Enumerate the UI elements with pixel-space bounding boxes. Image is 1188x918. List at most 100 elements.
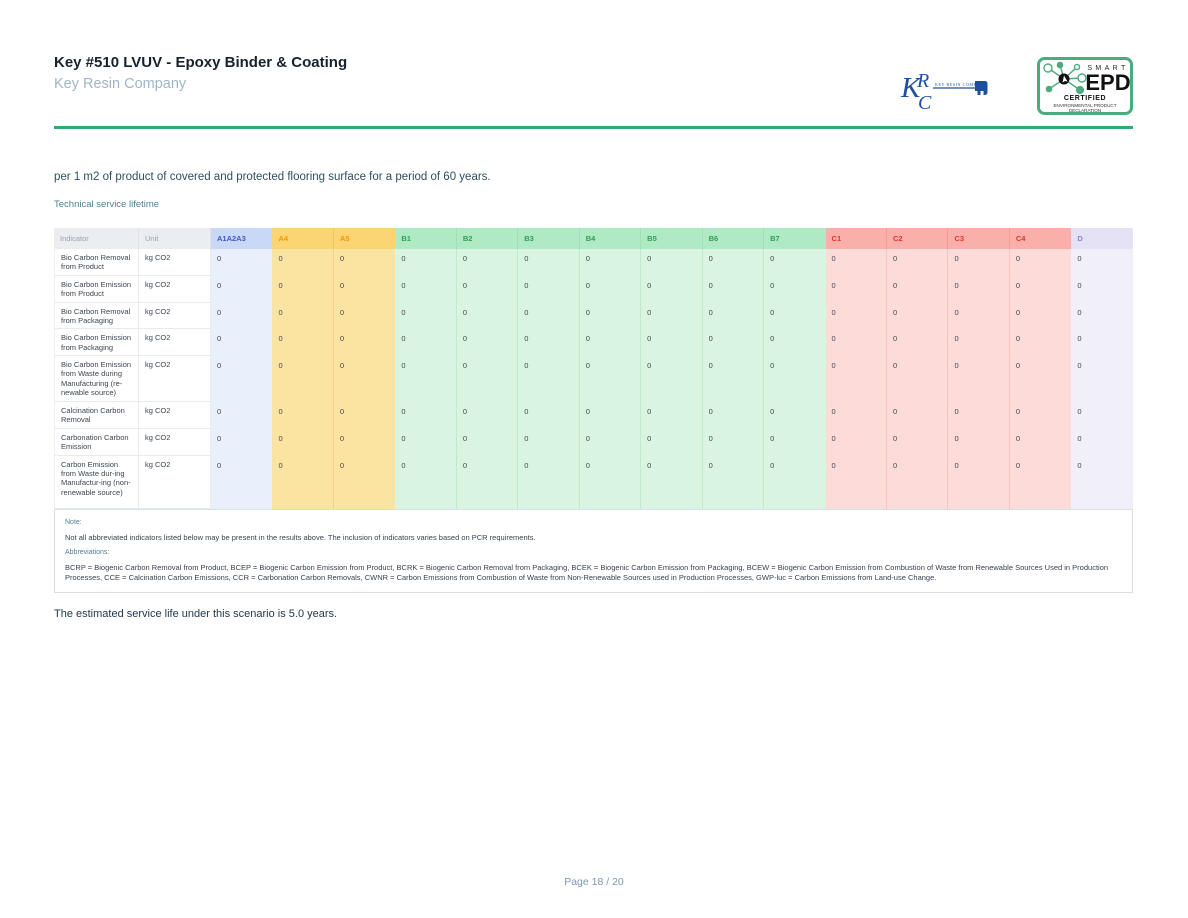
smart-epd-certified-icon: SMART EPD CERTIFIED ENVIRONMENTAL PRODUC…	[1037, 57, 1133, 115]
column-header-indicator: Indicator	[54, 228, 139, 249]
value-cell-b7: 0	[764, 249, 826, 276]
value-cell-c2: 0	[886, 402, 949, 429]
krc-monogram-r: R	[916, 70, 929, 92]
column-header-b4: B4	[579, 228, 642, 249]
value-cell-b1: 0	[395, 329, 457, 356]
value-cell-b6: 0	[702, 249, 765, 276]
value-cell-a5: 0	[333, 428, 396, 456]
value-cell-a4: 0	[272, 275, 334, 303]
value-cell-b6: 0	[702, 455, 765, 509]
column-header-c2: C2	[886, 228, 949, 249]
value-cell-b3: 0	[518, 455, 580, 509]
note-label: Note:	[65, 518, 82, 526]
value-cell-b4: 0	[579, 249, 642, 276]
column-header-a4: A4	[272, 228, 334, 249]
value-cell-b6: 0	[702, 329, 765, 356]
value-cell-b2: 0	[456, 249, 519, 276]
value-cell-a1a2a3: 0	[211, 428, 273, 456]
value-cell-b4: 0	[579, 402, 642, 429]
value-cell-a1a2a3: 0	[211, 455, 273, 509]
value-cell-b5: 0	[641, 302, 703, 330]
functional-unit-text: per 1 m2 of product of covered and prote…	[54, 171, 491, 183]
company-name: Key Resin Company	[54, 76, 187, 92]
value-cell-c1: 0	[825, 302, 887, 330]
results-table: Indicator Unit A1A2A3 A4 A5 B1 B2 B3 B4 B5 B6 B7 C1 C…	[54, 228, 1133, 509]
indicator-cell: Bio Carbon Emission from Packaging	[54, 329, 139, 356]
table-row: Bio Carbon Removal from Product kg CO2 0 0 0…	[54, 249, 1133, 276]
unit-cell: kg CO2	[139, 455, 211, 509]
value-cell-b6: 0	[702, 428, 765, 456]
section-label: Technical service lifetime	[54, 199, 160, 210]
value-cell-b4: 0	[579, 329, 642, 356]
value-cell-c1: 0	[825, 329, 887, 356]
value-cell-d: 0	[1071, 428, 1133, 456]
value-cell-b4: 0	[579, 428, 642, 456]
value-cell-b6: 0	[702, 275, 765, 303]
value-cell-b1: 0	[395, 402, 457, 429]
value-cell-b7: 0	[764, 402, 826, 429]
unit-cell: kg CO2	[139, 428, 211, 456]
indicator-cell: Bio Carbon Removal from Packaging	[54, 302, 139, 330]
indicator-cell: Bio Carbon Removal from Product	[54, 249, 139, 276]
value-cell-c2: 0	[886, 455, 949, 509]
page-title: Key #510 LVUV - Epoxy Binder & Coating	[54, 54, 348, 71]
value-cell-c1: 0	[825, 356, 887, 402]
value-cell-b5: 0	[641, 249, 703, 276]
value-cell-c1: 0	[825, 428, 887, 456]
value-cell-a4: 0	[272, 455, 334, 509]
value-cell-a1a2a3: 0	[211, 275, 273, 303]
value-cell-c2: 0	[886, 356, 949, 402]
value-cell-c2: 0	[886, 428, 949, 456]
indicator-cell: Carbon Emission from Waste dur-ing Manuf…	[54, 455, 139, 509]
value-cell-b4: 0	[579, 302, 642, 330]
value-cell-b2: 0	[456, 329, 519, 356]
value-cell-a5: 0	[333, 455, 396, 509]
epd-line1-text: ENVIRONMENTAL PRODUCT	[1053, 103, 1116, 108]
abbreviations-label: Abbreviations:	[65, 548, 110, 556]
value-cell-a1a2a3: 0	[211, 402, 273, 429]
value-cell-b7: 0	[764, 275, 826, 303]
table-row: Bio Carbon Emission from Product kg CO2 0 0…	[54, 275, 1133, 303]
value-cell-c4: 0	[1009, 275, 1072, 303]
indicator-cell: Carbonation Carbon Emission	[54, 428, 139, 456]
column-header-unit: Unit	[139, 228, 211, 249]
value-cell-b4: 0	[579, 455, 642, 509]
value-cell-c4: 0	[1009, 428, 1072, 456]
value-cell-b1: 0	[395, 455, 457, 509]
value-cell-a1a2a3: 0	[211, 356, 273, 402]
value-cell-b2: 0	[456, 455, 519, 509]
value-cell-d: 0	[1071, 249, 1133, 276]
value-cell-a5: 0	[333, 402, 396, 429]
krc-caption: KEY RESIN COMPANY	[935, 82, 986, 87]
indicator-cell: Bio Carbon Emission from Product	[54, 275, 139, 303]
page-number: Page 18 / 20	[564, 876, 624, 888]
value-cell-b1: 0	[395, 428, 457, 456]
value-cell-c2: 0	[886, 329, 949, 356]
value-cell-a4: 0	[272, 356, 334, 402]
value-cell-b7: 0	[764, 356, 826, 402]
value-cell-b6: 0	[702, 356, 765, 402]
value-cell-a5: 0	[333, 302, 396, 330]
value-cell-d: 0	[1071, 275, 1133, 303]
krc-monogram-c: C	[918, 92, 932, 112]
column-header-a5: A5	[333, 228, 396, 249]
note-text: Not all abbreviated indicators listed be…	[65, 532, 536, 542]
value-cell-c1: 0	[825, 455, 887, 509]
value-cell-b2: 0	[456, 356, 519, 402]
value-cell-b2: 0	[456, 275, 519, 303]
value-cell-c1: 0	[825, 402, 887, 429]
value-cell-b2: 0	[456, 402, 519, 429]
value-cell-b5: 0	[641, 402, 703, 429]
value-cell-a5: 0	[333, 329, 396, 356]
value-cell-b1: 0	[395, 356, 457, 402]
value-cell-b3: 0	[518, 302, 580, 330]
key-resin-company-logo-icon: K R C KEY RESIN COMPANY	[900, 70, 988, 114]
table-row: Bio Carbon Removal from Packaging kg CO2 0…	[54, 302, 1133, 330]
table-row: Bio Carbon Emission from Packaging kg CO2…	[54, 329, 1133, 356]
column-header-b2: B2	[456, 228, 519, 249]
value-cell-a1a2a3: 0	[211, 249, 273, 276]
value-cell-b3: 0	[518, 275, 580, 303]
value-cell-c4: 0	[1009, 329, 1072, 356]
value-cell-b5: 0	[641, 275, 703, 303]
column-header-c3: C3	[948, 228, 1010, 249]
